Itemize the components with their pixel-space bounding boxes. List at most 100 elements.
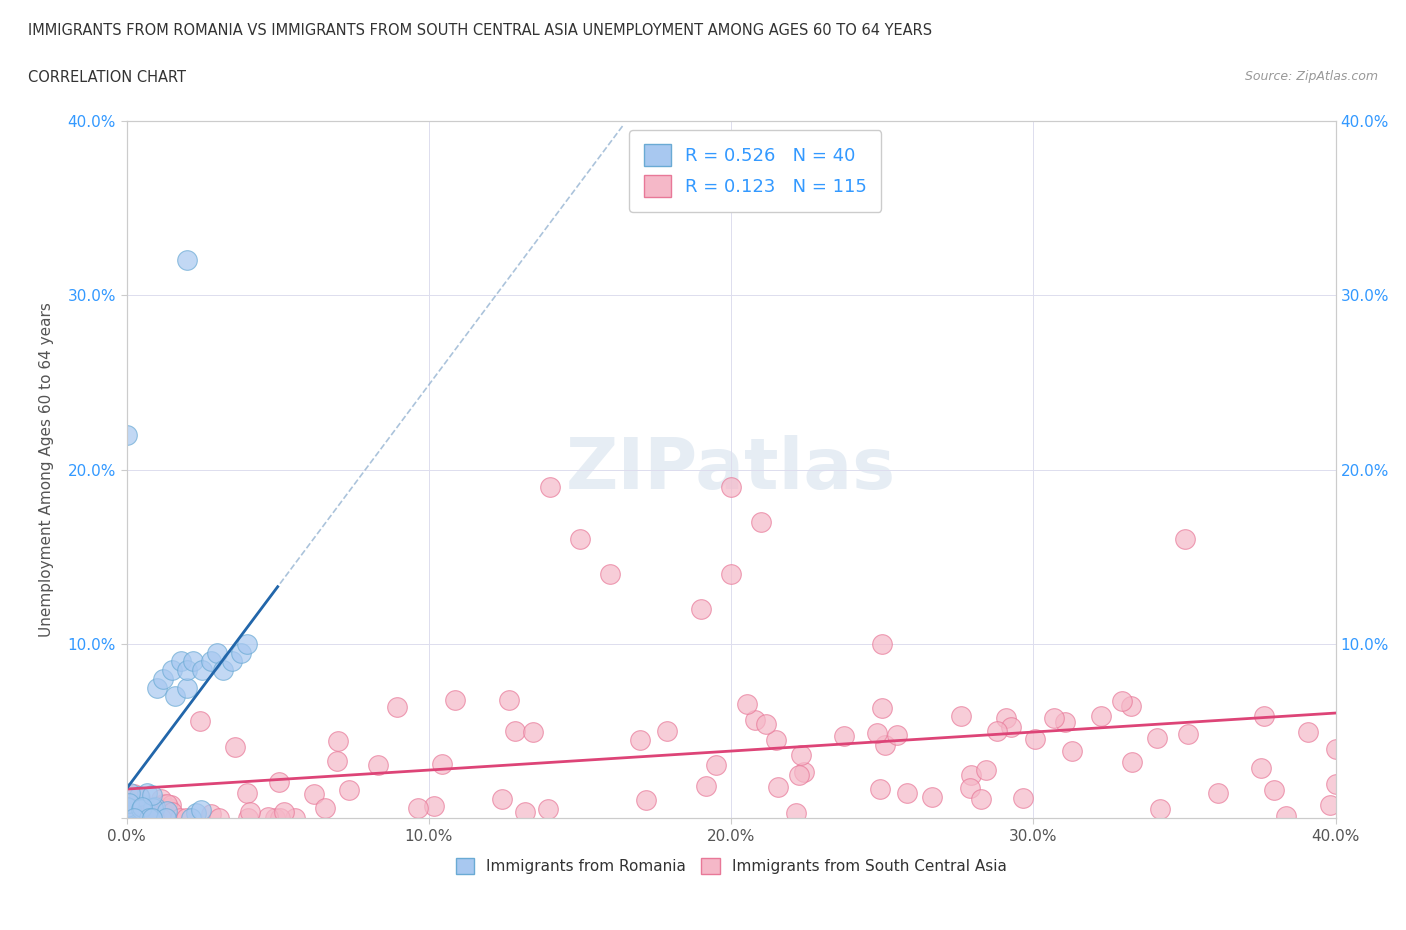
Point: [695, 778, 717, 793]
Point: [1149, 802, 1171, 817]
Point: [152, 671, 174, 686]
Point: [834, 728, 856, 743]
Point: [267, 775, 290, 790]
Point: [995, 711, 1018, 725]
Point: [128, 788, 150, 803]
Point: [184, 805, 207, 820]
Point: [176, 680, 198, 695]
Point: [205, 645, 228, 660]
Point: [269, 811, 291, 826]
Point: [212, 663, 235, 678]
Point: [160, 663, 183, 678]
Point: [141, 811, 163, 826]
Point: [869, 781, 891, 796]
Point: [200, 806, 222, 821]
Point: [236, 637, 259, 652]
Point: [959, 780, 981, 795]
Point: [314, 801, 336, 816]
Point: [146, 798, 169, 813]
Point: [498, 693, 520, 708]
Point: [134, 808, 156, 823]
Point: [787, 767, 810, 782]
Point: [886, 727, 908, 742]
Point: [117, 801, 139, 816]
Point: [132, 798, 155, 813]
Point: [970, 791, 993, 806]
Point: [118, 801, 141, 816]
Point: [326, 734, 349, 749]
Point: [408, 801, 430, 816]
Point: [634, 792, 657, 807]
Point: [866, 725, 889, 740]
Point: [921, 790, 943, 804]
Point: [423, 798, 446, 813]
Point: [190, 803, 212, 817]
Point: [120, 803, 142, 817]
Point: [537, 802, 560, 817]
Point: [443, 693, 465, 708]
Point: [1177, 726, 1199, 741]
Point: [131, 799, 153, 814]
Point: [129, 810, 152, 825]
Point: [174, 811, 197, 826]
Text: ZIPatlas: ZIPatlas: [567, 435, 896, 504]
Point: [706, 758, 728, 773]
Point: [169, 811, 191, 826]
Point: [1043, 711, 1066, 725]
Point: [1062, 743, 1084, 758]
Point: [1253, 709, 1275, 724]
Point: [1011, 790, 1033, 805]
Point: [176, 663, 198, 678]
Point: [181, 654, 204, 669]
Point: [1324, 776, 1347, 790]
Y-axis label: Unemployment Among Ages 60 to 64 years: Unemployment Among Ages 60 to 64 years: [39, 302, 53, 637]
Point: [302, 787, 325, 802]
Point: [1121, 754, 1143, 769]
Point: [156, 796, 179, 811]
Point: [720, 480, 742, 495]
Point: [284, 811, 307, 826]
Point: [141, 787, 163, 802]
Point: [160, 804, 183, 819]
Point: [1324, 741, 1347, 756]
Point: [765, 733, 787, 748]
Point: [122, 787, 145, 802]
Point: [127, 811, 149, 826]
Point: [155, 811, 177, 826]
Point: [1296, 724, 1319, 739]
Point: [188, 714, 211, 729]
Point: [221, 654, 243, 669]
Point: [337, 782, 360, 797]
Point: [1173, 532, 1195, 547]
Point: [1121, 698, 1143, 713]
Point: [974, 763, 997, 777]
Point: [751, 514, 773, 529]
Point: [432, 756, 454, 771]
Point: [875, 737, 897, 752]
Point: [790, 748, 813, 763]
Point: [744, 712, 766, 727]
Point: [491, 791, 513, 806]
Point: [122, 805, 145, 820]
Point: [870, 701, 893, 716]
Point: [117, 808, 139, 823]
Point: [896, 786, 918, 801]
Point: [117, 800, 139, 815]
Point: [1053, 714, 1076, 729]
Point: [128, 790, 150, 804]
Point: [960, 767, 983, 782]
Point: [1024, 732, 1046, 747]
Point: [120, 785, 142, 800]
Point: [134, 799, 156, 814]
Point: [1206, 786, 1229, 801]
Point: [326, 753, 349, 768]
Point: [153, 805, 176, 820]
Point: [720, 566, 742, 582]
Point: [136, 785, 159, 800]
Point: [949, 709, 972, 724]
Point: [224, 739, 246, 754]
Point: [149, 811, 172, 826]
Point: [122, 811, 145, 826]
Point: [1111, 694, 1133, 709]
Point: [153, 810, 176, 825]
